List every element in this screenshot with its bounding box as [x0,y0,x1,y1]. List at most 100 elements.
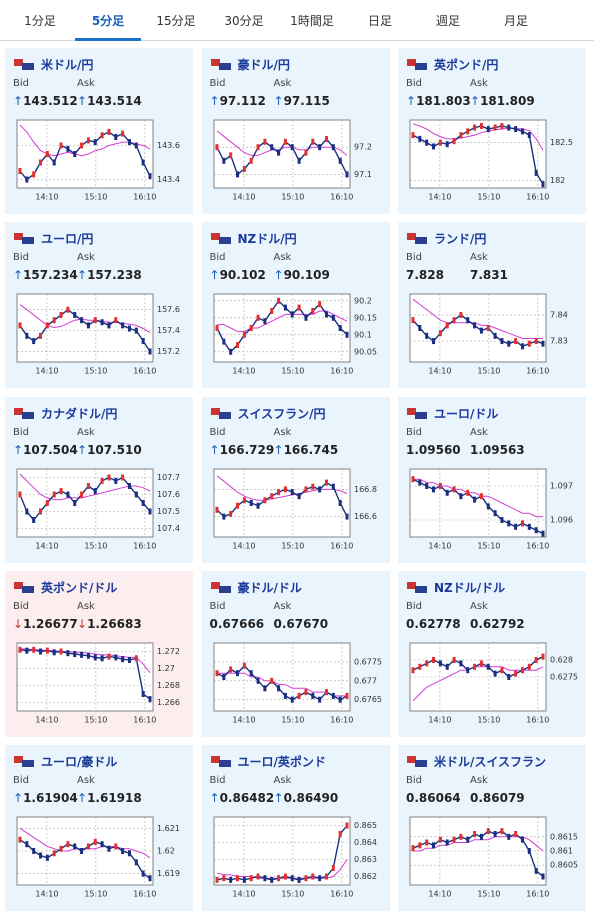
x-tick-label: 16:10 [133,715,156,724]
candle [290,144,294,151]
candle [249,157,253,164]
pair-title[interactable]: 英ポンド/円 [434,58,499,72]
candle [331,144,335,151]
price: 1.09563 [470,442,525,457]
ask-value: 7.831 [470,268,508,282]
ask-value: ↑166.745 [274,443,339,457]
candle [479,834,483,841]
candle [39,333,43,340]
candle [425,839,429,846]
flag [407,407,416,415]
candle [500,516,504,523]
pair-title[interactable]: ユーロ/円 [41,232,94,247]
candle [283,485,287,492]
mini-chart: 90.05 90.1 90.15 90.2 14:10 15:10 16:10 [213,293,376,376]
pair-title[interactable]: NZドル/ドル [434,580,506,595]
tab[interactable]: 15分足 [156,14,196,28]
mini-chart: 0.8605 0.861 0.8615 14:10 15:10 16:10 [409,816,578,899]
candle [52,850,56,857]
pair-title[interactable]: ランド/円 [434,232,487,247]
price: 1.09560 [406,442,461,457]
x-tick-label: 15:10 [84,367,107,376]
candle [32,516,36,523]
candle [479,327,483,334]
candle [438,330,442,337]
pair-title[interactable]: 米ドル/円 [41,58,94,72]
tab[interactable]: 週足 [435,14,461,28]
x-tick-label: 16:10 [330,367,353,376]
candle [418,842,422,849]
candle [141,870,145,877]
mini-chart: 1.266 1.268 1.27 1.272 14:10 15:10 16:10 [16,642,180,724]
ask-label: Ask [77,426,95,438]
pair-title[interactable]: 英ポンド/ドル [41,580,118,595]
candle [310,692,314,699]
candle [297,157,301,164]
candle [121,474,125,481]
candle [459,660,463,667]
tab[interactable]: 1分足 [24,14,56,28]
pair-title[interactable]: スイスフラン/円 [237,406,326,421]
pair-title[interactable]: 豪ドル/円 [237,58,290,72]
candle [121,130,125,137]
flag-icon [407,581,427,593]
candle [148,348,152,355]
bid-value: ↑90.102 [210,268,266,282]
candle [276,149,280,156]
price-arrow: ↑ [470,94,481,108]
rate-card: ユーロ/豪ドル Bid Ask ↑1.61904 ↑1.61918 1.619 1.62 1.… [5,745,193,912]
x-tick-label: 14:10 [428,541,451,550]
flag-icon [407,756,427,768]
y-tick-label: 1.097 [550,481,573,490]
pair-title[interactable]: ユーロ/英ポンド [237,755,326,770]
ask-label: Ask [77,252,95,264]
mini-chart: 0.6275 0.628 14:10 15:10 16:10 [409,642,578,724]
y-tick-label: 166.8 [354,484,377,493]
price: 157.234 [23,268,78,283]
candle [425,482,429,489]
mini-chart: 97.1 97.2 14:10 15:10 16:10 [213,119,371,202]
flag-icon [210,233,231,245]
candle [235,670,239,677]
candle [411,845,415,852]
pair-title[interactable]: 米ドル/スイスフラン [434,755,547,770]
bid-value: 1.09560 [406,443,461,457]
candle [93,317,97,324]
candle [345,822,348,829]
pair-title[interactable]: NZドル/円 [237,232,297,247]
candle [86,322,90,329]
bid-value: ↑181.803 [406,94,471,108]
x-tick-label: 15:10 [477,541,500,550]
y-tick-label: 0.863 [354,855,377,864]
bid-value: 0.67666 [210,617,265,631]
pair-title[interactable]: 豪ドル/ドル [237,580,302,595]
tab[interactable]: 1時間足 [290,14,334,28]
flag [415,237,427,245]
tab[interactable]: 5分足 [91,14,125,28]
pair-title[interactable]: ユーロ/豪ドル [41,755,118,770]
flag [22,237,34,245]
candle [425,333,429,340]
candle [541,653,545,660]
tab[interactable]: 30分足 [224,14,264,28]
candle [331,692,335,699]
candle [432,656,436,663]
tab[interactable]: 月足 [503,14,529,28]
candle [445,141,449,148]
candle [249,875,253,882]
candle [534,169,538,176]
candle [256,873,260,880]
pair-title[interactable]: ユーロ/ドル [434,406,499,421]
mini-chart: 157.2 157.4 157.6 14:10 15:10 16:10 [16,293,180,376]
flag [415,63,427,70]
y-tick-label: 7.84 [550,311,568,320]
pair-title[interactable]: カナダドル/円 [41,406,118,421]
candle [303,315,307,322]
y-tick-label: 1.096 [550,515,573,524]
candle [445,663,449,670]
y-tick-label: 107.5 [157,507,180,516]
candle [283,304,287,311]
price-arrow: ↑ [13,94,24,108]
ask-value: ↑107.510 [77,443,142,457]
tab[interactable]: 日足 [367,14,393,28]
